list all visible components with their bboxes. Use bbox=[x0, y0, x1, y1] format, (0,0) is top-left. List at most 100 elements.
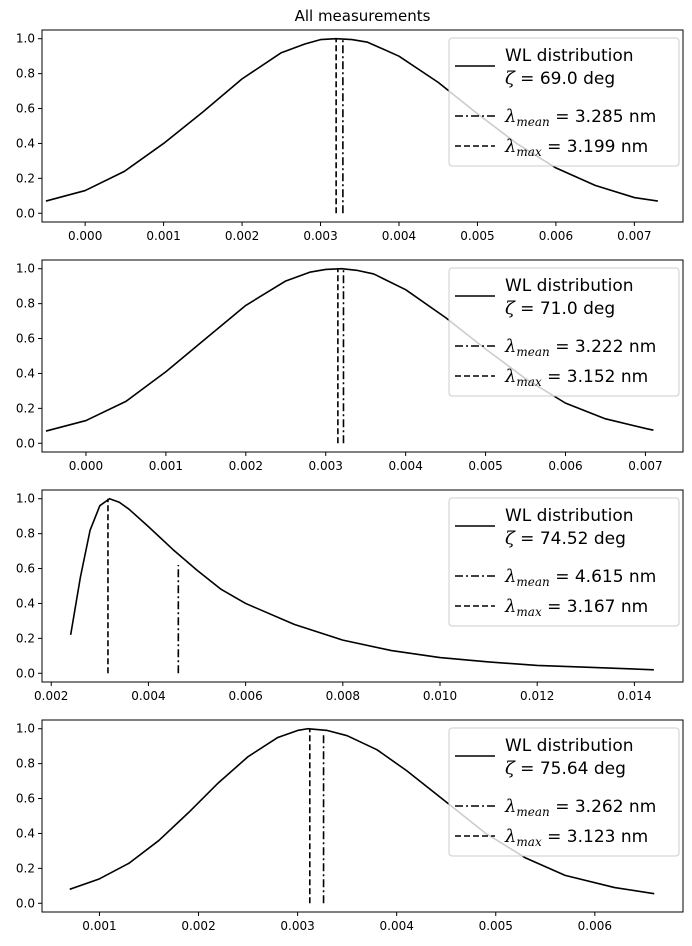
legend-label-max: λmax = 3.199 nm bbox=[504, 136, 648, 159]
x-tick-label: 0.006 bbox=[539, 229, 573, 243]
x-tick-label: 0.003 bbox=[280, 919, 314, 933]
legend-label-max: λmax = 3.123 nm bbox=[504, 826, 648, 849]
max-value: = 3.123 nm bbox=[542, 827, 648, 847]
x-tick-label: 0.002 bbox=[34, 689, 68, 703]
y-tick-label: 0.6 bbox=[16, 792, 35, 806]
chart-panel-2: 0.000 0.001 0.002 0.003 0.004 0.005 0.006 0.007… bbox=[16, 259, 684, 473]
y-tick-label: 0.8 bbox=[16, 527, 35, 541]
legend-box bbox=[448, 37, 680, 167]
y-tick-label: 0.6 bbox=[16, 102, 35, 116]
y-tick-label: 0.2 bbox=[16, 631, 35, 645]
mean-subscript: mean bbox=[516, 575, 549, 589]
x-tick-label: 0.005 bbox=[460, 229, 494, 243]
x-tick-label: 0.006 bbox=[548, 459, 582, 473]
legend-label-max: λmax = 3.152 nm bbox=[504, 366, 648, 389]
mean-value: = 3.222 nm bbox=[550, 337, 656, 357]
x-tick-label: 0.002 bbox=[229, 459, 263, 473]
distribution-line bbox=[69, 497, 654, 671]
mean-value: = 3.285 nm bbox=[550, 107, 656, 127]
max-symbol: λ bbox=[504, 596, 516, 617]
y-tick-label: 0.0 bbox=[16, 666, 35, 680]
x-tick-label: 0.000 bbox=[68, 229, 102, 243]
y-tick-label: 0.6 bbox=[16, 562, 35, 576]
x-tick-label: 0.003 bbox=[309, 459, 343, 473]
legend-label-zeta: ζ = 69.0 deg bbox=[505, 68, 615, 89]
legend-label-distribution: WL distribution bbox=[505, 276, 634, 296]
zeta-symbol: ζ bbox=[505, 298, 516, 319]
x-tick-label: 0.004 bbox=[388, 459, 422, 473]
legend-label-zeta: ζ = 74.52 deg bbox=[505, 528, 626, 549]
x-tick-label: 0.007 bbox=[617, 229, 651, 243]
max-value: = 3.167 nm bbox=[542, 597, 648, 617]
zeta-value: = 75.64 deg bbox=[515, 759, 626, 779]
distribution-line bbox=[45, 267, 654, 432]
mean-symbol: λ bbox=[504, 566, 516, 587]
max-symbol: λ bbox=[504, 366, 516, 387]
x-tick-label: 0.014 bbox=[617, 689, 651, 703]
max-subscript: max bbox=[516, 835, 542, 849]
y-tick-label: 0.4 bbox=[16, 596, 35, 610]
y-tick-label: 1.0 bbox=[16, 262, 35, 276]
mean-subscript: mean bbox=[516, 115, 549, 129]
chart-panel-1: 0.000 0.001 0.002 0.003 0.004 0.005 0.006 0.007… bbox=[16, 29, 684, 243]
y-tick-label: 0.8 bbox=[16, 757, 35, 771]
max-subscript: max bbox=[516, 605, 542, 619]
y-tick-label: 0.0 bbox=[16, 896, 35, 910]
zeta-value: = 71.0 deg bbox=[515, 299, 615, 319]
y-tick-label: 0.6 bbox=[16, 332, 35, 346]
mean-subscript: mean bbox=[516, 805, 549, 819]
y-tick-label: 0.2 bbox=[16, 401, 35, 415]
max-symbol: λ bbox=[504, 826, 516, 847]
y-tick-label: 0.2 bbox=[16, 171, 35, 185]
zeta-value: = 74.52 deg bbox=[515, 529, 626, 549]
legend-box bbox=[448, 497, 680, 627]
mean-symbol: λ bbox=[504, 106, 516, 127]
legend-label-distribution: WL distribution bbox=[505, 736, 634, 756]
y-tick-label: 0.0 bbox=[16, 206, 35, 220]
x-tick-label: 0.001 bbox=[146, 229, 180, 243]
y-tick-label: 1.0 bbox=[16, 722, 35, 736]
x-tick-label: 0.001 bbox=[149, 459, 183, 473]
legend-box bbox=[448, 267, 680, 397]
legend-box bbox=[448, 727, 680, 857]
chart-panel-4: 0.001 0.002 0.003 0.004 0.005 0.006 0.0 0.2 0.4 0… bbox=[16, 719, 684, 933]
x-tick-label: 0.008 bbox=[326, 689, 360, 703]
max-subscript: max bbox=[516, 375, 542, 389]
x-tick-label: 0.004 bbox=[380, 919, 414, 933]
x-tick-label: 0.005 bbox=[479, 919, 513, 933]
y-tick-label: 0.4 bbox=[16, 826, 35, 840]
mean-value: = 4.615 nm bbox=[550, 567, 656, 587]
y-tick-label: 1.0 bbox=[16, 492, 35, 506]
x-tick-label: 0.012 bbox=[520, 689, 554, 703]
mean-symbol: λ bbox=[504, 336, 516, 357]
x-tick-label: 0.004 bbox=[382, 229, 416, 243]
x-tick-label: 0.007 bbox=[628, 459, 662, 473]
y-tick-label: 1.0 bbox=[16, 32, 35, 46]
y-tick-label: 0.2 bbox=[16, 861, 35, 875]
zeta-value: = 69.0 deg bbox=[515, 69, 615, 89]
y-tick-label: 0.8 bbox=[16, 297, 35, 311]
mean-symbol: λ bbox=[504, 796, 516, 817]
zeta-symbol: ζ bbox=[505, 528, 516, 549]
x-tick-label: 0.002 bbox=[225, 229, 259, 243]
mean-subscript: mean bbox=[516, 345, 549, 359]
x-tick-label: 0.005 bbox=[468, 459, 502, 473]
x-tick-label: 0.003 bbox=[303, 229, 337, 243]
max-symbol: λ bbox=[504, 136, 516, 157]
legend-label-max: λmax = 3.167 nm bbox=[504, 596, 648, 619]
legend-label-distribution: WL distribution bbox=[505, 46, 634, 66]
legend-label-zeta: ζ = 71.0 deg bbox=[505, 298, 615, 319]
legend-label-distribution: WL distribution bbox=[505, 506, 634, 526]
max-value: = 3.199 nm bbox=[542, 137, 648, 157]
zeta-symbol: ζ bbox=[505, 758, 516, 779]
x-tick-label: 0.004 bbox=[131, 689, 165, 703]
mean-value: = 3.262 nm bbox=[550, 797, 656, 817]
figure-title: All measurements bbox=[295, 7, 431, 25]
x-tick-label: 0.000 bbox=[69, 459, 103, 473]
legend-label-zeta: ζ = 75.64 deg bbox=[505, 758, 626, 779]
x-tick-label: 0.006 bbox=[228, 689, 262, 703]
max-subscript: max bbox=[516, 145, 542, 159]
legend-label-mean: λmean = 3.222 nm bbox=[504, 336, 656, 359]
max-value: = 3.152 nm bbox=[542, 367, 648, 387]
